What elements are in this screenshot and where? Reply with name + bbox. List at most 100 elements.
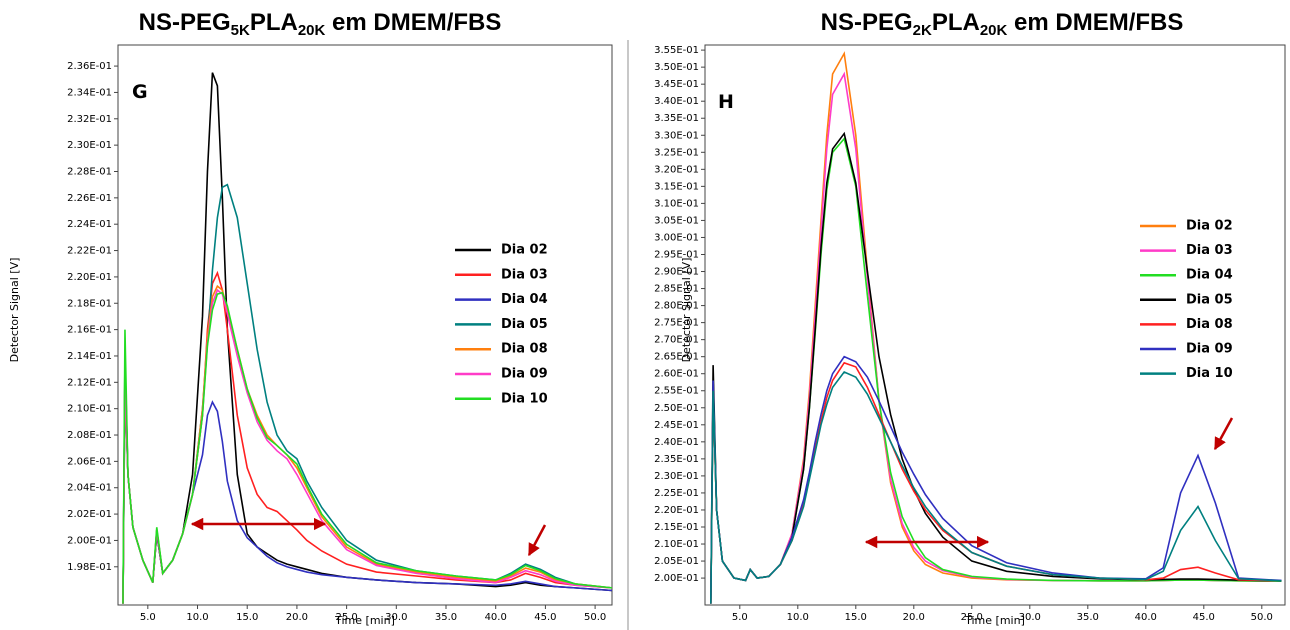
y-tick-label: 2.15E-01 <box>654 522 699 533</box>
y-tick-label: 2.36E-01 <box>67 61 112 72</box>
y-tick-label: 3.55E-01 <box>654 45 699 56</box>
y-tick-label: 2.06E-01 <box>67 456 112 467</box>
series-line <box>710 371 1282 604</box>
title-part: 20K <box>980 22 1008 39</box>
y-tick-label: 2.30E-01 <box>654 471 699 482</box>
y-tick-label: 2.20E-01 <box>67 272 112 283</box>
y-tick-label: 2.30E-01 <box>67 140 112 151</box>
y-tick-label: 3.45E-01 <box>654 79 699 90</box>
x-tick-label: 30.0 <box>1019 612 1041 623</box>
x-tick-label: 40.0 <box>1135 612 1157 623</box>
legend-label: Dia 04 <box>1186 268 1233 283</box>
y-tick-label: 2.00E-01 <box>654 573 699 584</box>
series-line <box>122 284 612 604</box>
y-tick-label: 3.40E-01 <box>654 96 699 107</box>
x-tick-label: 50.0 <box>1251 612 1273 623</box>
x-tick-label: 15.0 <box>236 612 258 623</box>
y-tick-label: 2.60E-01 <box>654 369 699 380</box>
legend-label: Dia 09 <box>501 367 548 382</box>
y-tick-label: 3.05E-01 <box>654 215 699 226</box>
x-axis-label: Time [min] <box>964 614 1025 627</box>
legend-label: Dia 02 <box>501 243 548 258</box>
x-tick-label: 25.0 <box>335 612 357 623</box>
y-tick-label: 2.18E-01 <box>67 298 112 309</box>
y-tick-label: 2.04E-01 <box>67 483 112 494</box>
y-tick-label: 2.95E-01 <box>654 249 699 260</box>
x-tick-label: 10.0 <box>787 612 809 623</box>
y-tick-label: 2.70E-01 <box>654 335 699 346</box>
y-tick-label: 3.50E-01 <box>654 62 699 73</box>
chart-title: NS-PEG5KPLA20K em DMEM/FBS <box>139 9 502 39</box>
title-part: em DMEM/FBS <box>325 9 501 36</box>
legend-label: Dia 04 <box>501 292 548 307</box>
y-tick-label: 3.00E-01 <box>654 232 699 243</box>
y-tick-label: 2.12E-01 <box>67 377 112 388</box>
title-part: NS-PEG <box>139 9 231 36</box>
y-axis-label: Detector Signal [V] <box>680 258 693 363</box>
x-tick-label: 30.0 <box>385 612 407 623</box>
y-tick-label: 2.26E-01 <box>67 193 112 204</box>
y-tick-label: 2.28E-01 <box>67 166 112 177</box>
title-part: 5K <box>231 22 250 39</box>
y-tick-label: 2.00E-01 <box>67 535 112 546</box>
y-tick-label: 2.14E-01 <box>67 351 112 362</box>
x-tick-label: 5.0 <box>140 612 156 623</box>
legend-label: Dia 02 <box>1186 219 1233 234</box>
x-tick-label: 45.0 <box>1193 612 1215 623</box>
y-tick-label: 2.32E-01 <box>67 114 112 125</box>
y-tick-label: 2.75E-01 <box>654 318 699 329</box>
x-tick-label: 15.0 <box>845 612 867 623</box>
y-tick-label: 3.10E-01 <box>654 198 699 209</box>
y-tick-label: 2.90E-01 <box>654 267 699 278</box>
y-axis-label: Detector Signal [V] <box>8 258 21 363</box>
legend-label: Dia 10 <box>501 391 548 406</box>
legend-label: Dia 05 <box>501 317 548 332</box>
y-tick-label: 3.35E-01 <box>654 113 699 124</box>
x-tick-label: 10.0 <box>186 612 208 623</box>
y-tick-label: 2.05E-01 <box>654 556 699 567</box>
y-tick-label: 2.65E-01 <box>654 352 699 363</box>
x-tick-label: 35.0 <box>435 612 457 623</box>
x-tick-label: 45.0 <box>534 612 556 623</box>
plot-frame <box>704 44 1286 606</box>
y-tick-label: 2.20E-01 <box>654 505 699 516</box>
y-tick-label: 2.35E-01 <box>654 454 699 465</box>
title-part: PLA <box>250 9 298 36</box>
x-tick-label: 20.0 <box>903 612 925 623</box>
y-tick-label: 3.25E-01 <box>654 147 699 158</box>
y-tick-label: 2.08E-01 <box>67 430 112 441</box>
panel-label: G <box>132 81 148 103</box>
legend-label: Dia 03 <box>501 267 548 282</box>
x-tick-label: 50.0 <box>584 612 606 623</box>
y-tick-label: 2.80E-01 <box>654 301 699 312</box>
x-tick-label: 35.0 <box>1077 612 1099 623</box>
x-tick-label: 40.0 <box>485 612 507 623</box>
series-line <box>710 355 1282 604</box>
y-tick-label: 2.85E-01 <box>654 284 699 295</box>
y-tick-label: 2.40E-01 <box>654 437 699 448</box>
charts: NS-PEG5KPLA20K em DMEM/FBS1.98E-012.00E-… <box>8 9 1286 627</box>
y-tick-label: 2.50E-01 <box>654 403 699 414</box>
x-axis-label: Time [min] <box>334 614 395 627</box>
y-tick-label: 1.98E-01 <box>67 562 112 573</box>
y-tick-label: 3.30E-01 <box>654 130 699 141</box>
legend-label: Dia 05 <box>1186 292 1233 307</box>
title-part: 2K <box>913 22 932 39</box>
annotations <box>190 417 1234 557</box>
title-part: PLA <box>932 9 980 36</box>
x-tick-label: 5.0 <box>732 612 748 623</box>
y-tick-label: 2.22E-01 <box>67 246 112 257</box>
legend-label: Dia 09 <box>1186 342 1233 357</box>
panel-label: H <box>718 91 734 113</box>
y-tick-label: 2.02E-01 <box>67 509 112 520</box>
peak-arrow <box>527 524 547 557</box>
series-line <box>122 291 612 604</box>
legend-label: Dia 08 <box>1186 317 1233 332</box>
title-part: 20K <box>298 22 326 39</box>
legend-label: Dia 10 <box>1186 366 1233 381</box>
y-tick-label: 3.15E-01 <box>654 181 699 192</box>
y-tick-label: 2.10E-01 <box>654 539 699 550</box>
y-tick-label: 2.24E-01 <box>67 219 112 230</box>
y-tick-label: 2.45E-01 <box>654 420 699 431</box>
